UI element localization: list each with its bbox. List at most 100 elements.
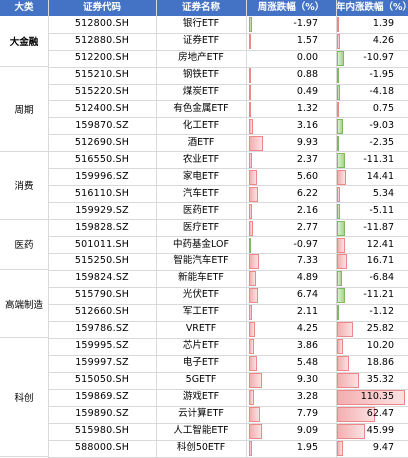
ytd-change-cell: -9.03 [336,118,408,135]
security-code: 515250.SH [74,255,130,267]
security-name: 科创50ETF [176,442,226,454]
table-row: 512690.SH 酒ETF 9.93 -2.35 [48,135,408,153]
ytd-change-value: 1.39 [372,18,394,29]
security-name: 5GETF [185,374,217,386]
weekly-change-cell: 5.60 [246,169,336,186]
weekly-gain-bar [249,356,257,372]
weekly-change-cell: 2.16 [246,203,336,220]
security-name: 汽车ETF [182,187,220,199]
ytd-gain-bar [337,254,348,270]
ytd-loss-bar [337,288,345,304]
weekly-change-cell: 5.48 [246,355,336,372]
weekly-change-cell: 2.77 [246,220,336,237]
security-name: 证券ETF [182,34,220,46]
security-code: 515050.SH [74,374,130,386]
weekly-change-value: 5.60 [296,170,318,182]
weekly-change-cell: 1.57 [246,33,336,50]
ytd-change-value: -1.12 [369,306,394,318]
security-code: 512880.SH [74,34,130,46]
security-code: 501011.SH [74,238,130,250]
security-name: 农业ETF [182,153,220,165]
table-row: 512400.SH 有色金属ETF 1.32 0.75 [48,101,408,119]
weekly-change-cell: 0.88 [246,67,336,84]
ytd-change-cell: 35.32 [336,372,408,389]
ytd-change-cell: -10.97 [336,50,408,67]
ytd-change-value: 62.47 [366,408,394,420]
weekly-gain-bar [249,339,255,355]
weekly-change-cell: 7.33 [246,253,336,270]
table-row: 512660.SH 军工ETF 2.11 -1.12 [48,304,408,322]
ytd-loss-bar [337,152,345,168]
weekly-change-value: 6.74 [296,289,318,301]
ytd-change-cell: 1.39 [336,16,408,33]
group-label: 高端制造 [0,270,48,339]
header-ytd: 年内涨跌幅（%） [336,2,408,13]
weekly-change-cell: 6.22 [246,186,336,203]
weekly-gain-bar [249,407,260,423]
ytd-change-cell: 16.71 [336,253,408,270]
weekly-change-value: 4.25 [296,323,318,335]
ytd-change-value: 110.35 [360,391,394,403]
security-code: 159824.SZ [75,272,129,284]
security-name: 钢铁ETF [182,68,220,80]
ytd-gain-bar [337,441,343,457]
table-row: 159995.SZ 芯片ETF 3.86 10.20 [48,338,408,356]
security-name: VRETF [185,323,217,335]
weekly-change-value: 0.00 [296,51,318,63]
weekly-change-value: 5.48 [296,357,318,369]
weekly-gain-bar [249,322,255,338]
ytd-gain-bar [337,339,344,355]
security-code: 512200.SH [74,51,130,63]
ytd-change-cell: -1.12 [336,304,408,321]
security-code: 159869.SZ [75,391,129,403]
ytd-loss-bar [337,220,345,236]
table-row: 515250.SH 智能汽车ETF 7.33 16.71 [48,253,408,272]
ytd-loss-bar [337,50,345,66]
ytd-loss-bar [337,305,339,321]
ytd-change-cell: -2.35 [336,135,408,152]
security-code: 159786.SZ [75,323,129,335]
ytd-change-cell: -11.21 [336,287,408,304]
ytd-gain-bar [337,17,339,32]
ytd-change-cell: 18.86 [336,355,408,372]
security-name: 芯片ETF [182,340,220,352]
ytd-loss-bar [337,67,339,83]
security-code: 588000.SH [74,442,130,454]
weekly-gain-bar [249,305,252,321]
ytd-change-cell: -1.95 [336,67,408,84]
table-row: 515980.SH 人工智能ETF 9.09 45.99 [48,423,408,441]
ytd-change-value: 0.75 [372,102,394,114]
weekly-gain-bar [249,33,252,49]
security-name: 人工智能ETF [173,425,229,437]
table-row: 159997.SZ 电子ETF 5.48 18.86 [48,355,408,373]
weekly-gain-bar [249,271,256,287]
ytd-gain-bar [337,186,341,202]
security-name: 医疗ETF [182,221,220,233]
header-weekly: 周涨跌幅（%） [257,2,325,13]
security-name: 房地产ETF [178,51,224,63]
ytd-loss-bar [337,118,344,134]
security-name: 智能汽车ETF [173,255,229,267]
security-name: 煤炭ETF [182,85,220,97]
table-row: 512800.SH 银行ETF -1.97 1.39 [48,16,408,34]
security-name: 电子ETF [182,357,220,369]
ytd-change-value: -2.35 [369,136,394,148]
security-code: 512800.SH [74,18,130,29]
weekly-change-value: 9.30 [296,374,318,386]
table-row: 159996.SZ 家电ETF 5.60 14.41 [48,169,408,187]
ytd-loss-bar [337,271,342,287]
header-category: 大类 [14,2,34,13]
weekly-gain-bar [249,203,252,219]
security-code: 512400.SH [74,102,130,114]
weekly-change-value: 7.79 [296,408,318,420]
weekly-gain-bar [249,441,252,457]
ytd-change-value: 12.41 [366,238,394,250]
table-row: 159828.SZ 医疗ETF 2.77 -11.87 [48,220,408,238]
security-name: 新能车ETF [178,272,224,284]
table-row: 515220.SH 煤炭ETF 0.49 -4.18 [48,84,408,102]
table-row: 159824.SZ 新能车ETF 4.89 -6.84 [48,270,408,289]
table-row: 515210.SH 钢铁ETF 0.88 -1.95 [48,67,408,85]
ytd-change-cell: 12.41 [336,237,408,254]
ytd-gain-bar [337,390,405,406]
weekly-change-cell: 2.37 [246,152,336,169]
